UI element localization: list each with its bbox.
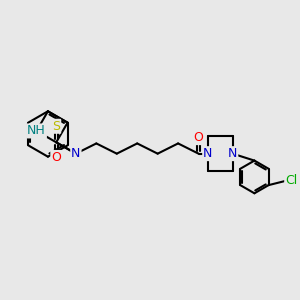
Text: NH: NH: [27, 124, 46, 137]
Text: N: N: [203, 147, 212, 160]
Text: Cl: Cl: [285, 174, 297, 187]
Text: O: O: [51, 151, 61, 164]
Text: N: N: [228, 147, 237, 160]
Text: S: S: [52, 120, 60, 133]
Text: O: O: [194, 131, 203, 144]
Text: N: N: [71, 147, 81, 160]
